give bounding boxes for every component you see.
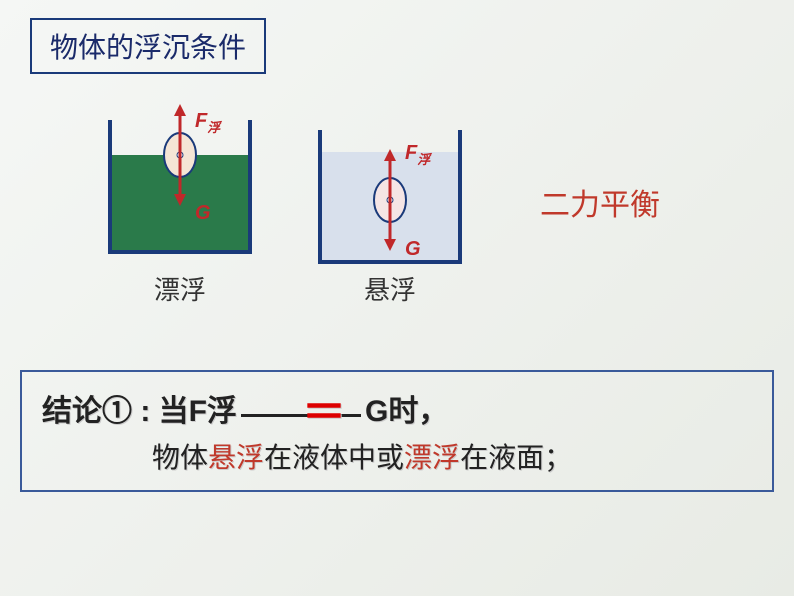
floating-f-text: F	[195, 110, 207, 132]
suspended-f-label: F浮	[405, 142, 430, 168]
floating-diagram: F浮 G 漂浮	[100, 120, 260, 307]
title-box: 物体的浮沉条件	[30, 18, 266, 74]
floating-f-sub: 浮	[207, 120, 220, 135]
conclusion-box: 结论① : 当F浮 G时， ＝ 物体悬浮在液体中或漂浮在液面；	[20, 370, 774, 492]
conc-l2e: 在液面；	[460, 443, 572, 474]
suspended-f-sub: 浮	[417, 152, 430, 167]
suspended-f-text: F	[405, 142, 417, 164]
conc-prefix: 结论① : 当F	[42, 395, 207, 428]
conclusion-line2: 物体悬浮在液体中或漂浮在液面；	[152, 436, 752, 476]
floating-g-label: G	[195, 202, 211, 225]
conclusion-line1: 结论① : 当F浮G时， ＝	[42, 386, 752, 430]
page-title: 物体的浮沉条件	[50, 33, 246, 64]
floating-f-arrow-head	[174, 104, 186, 116]
floating-container: F浮 G	[100, 120, 260, 260]
suspended-svg	[310, 110, 470, 270]
conc-l2d: 漂浮	[404, 443, 460, 474]
conc-g-part: G时，	[365, 395, 448, 428]
diagrams-row: F浮 G 漂浮 F浮 G 悬浮	[100, 120, 470, 307]
suspended-g-label: G	[405, 238, 421, 261]
suspended-caption: 悬浮	[364, 270, 416, 307]
suspended-container: F浮 G	[310, 120, 470, 260]
suspended-diagram: F浮 G 悬浮	[310, 120, 470, 307]
conc-l2c: 在液体中或	[264, 443, 404, 474]
balance-text: 二力平衡	[540, 180, 660, 224]
conc-l2a: 物体	[152, 443, 208, 474]
floating-caption: 漂浮	[154, 270, 206, 307]
floating-svg	[100, 100, 260, 260]
floating-f-label: F浮	[195, 110, 220, 136]
conc-l2b: 悬浮	[208, 443, 264, 474]
conc-f-sub: 浮	[207, 395, 237, 428]
blank-underline	[241, 414, 361, 417]
equals-sign: ＝	[302, 376, 340, 440]
